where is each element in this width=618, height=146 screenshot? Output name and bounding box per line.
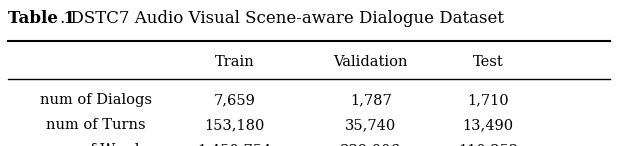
Text: num of Words: num of Words [44,143,147,146]
Text: 110,252: 110,252 [458,143,519,146]
Text: num of Turns: num of Turns [46,118,146,132]
Text: 1,787: 1,787 [350,93,392,107]
Text: 35,740: 35,740 [345,118,396,132]
Text: Train: Train [215,55,255,69]
Text: 339,006: 339,006 [341,143,401,146]
Text: Test: Test [473,55,504,69]
Text: 153,180: 153,180 [205,118,265,132]
Text: . DSTC7 Audio Visual Scene-aware Dialogue Dataset: . DSTC7 Audio Visual Scene-aware Dialogu… [60,10,504,27]
Text: 7,659: 7,659 [214,93,256,107]
Text: 13,490: 13,490 [463,118,514,132]
Text: 1,710: 1,710 [467,93,509,107]
Text: num of Dialogs: num of Dialogs [40,93,152,107]
Text: Validation: Validation [334,55,408,69]
Text: 1,450,754: 1,450,754 [198,143,272,146]
Text: Table 1: Table 1 [8,10,75,27]
